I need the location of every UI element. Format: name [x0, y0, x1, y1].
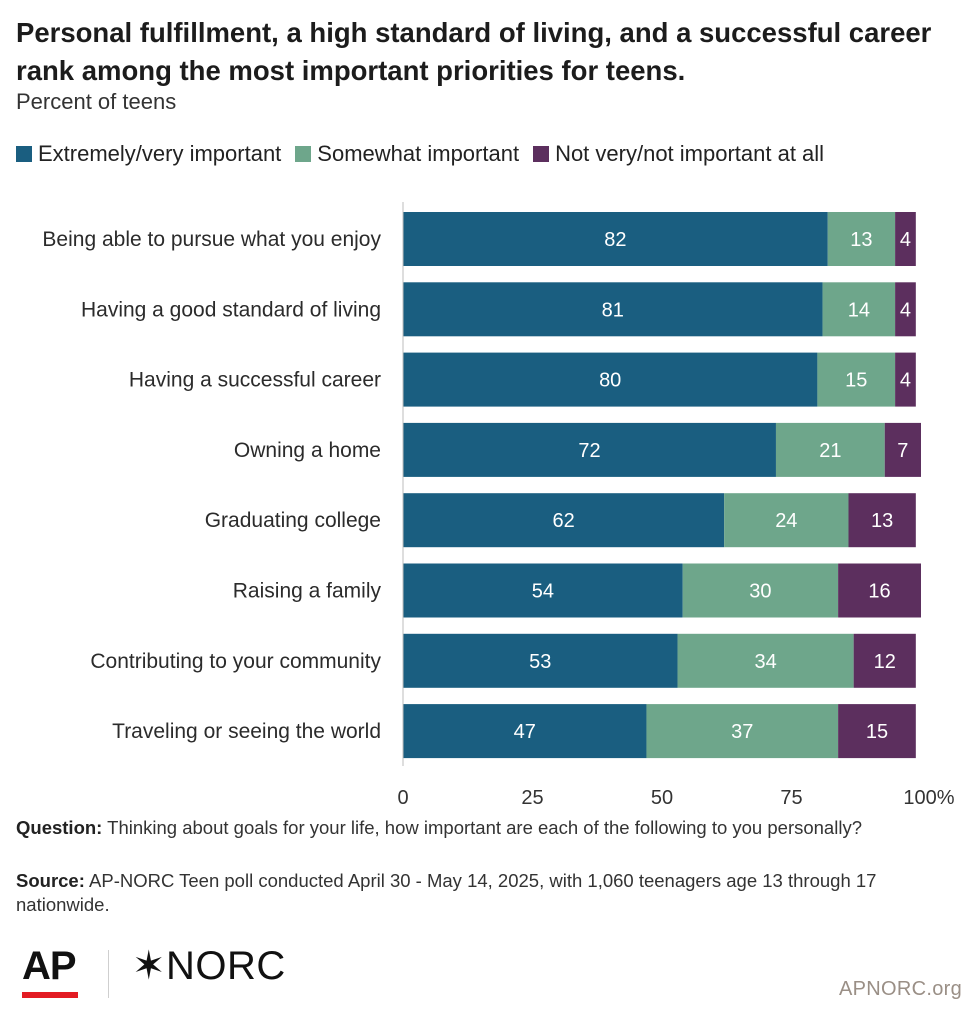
chart-subtitle: Percent of teens — [16, 89, 177, 114]
norc-logo: ✶NORC — [132, 944, 286, 988]
category-label-contributing-to-your-community: Contributing to your community — [90, 650, 381, 673]
value-label-extremely-very-important-8: 47 — [514, 721, 536, 743]
source-note: Source: AP-NORC Teen poll conducted Apri… — [16, 869, 956, 917]
bar-somewhat-important-8 — [646, 704, 839, 759]
legend-swatch-somewhat — [295, 146, 312, 162]
category-label-having-a-good-standard-of-living: Having a good standard of living — [81, 298, 381, 321]
bar-somewhat-important-4 — [775, 422, 885, 477]
value-label-not-very-not-important-at-all-3: 4 — [900, 370, 911, 392]
bar-extremely-very-important-2 — [403, 282, 823, 337]
bar-not-very-not-important-at-all-5 — [848, 493, 916, 548]
category-label-raising-a-family: Raising a family — [233, 580, 382, 603]
value-label-not-very-not-important-at-all-6: 16 — [868, 581, 890, 603]
x-tick-label-25: 25 — [521, 787, 543, 809]
bar-extremely-very-important-5 — [403, 493, 725, 548]
x-tick-label-0: 0 — [397, 787, 408, 809]
source-label: Source: — [16, 870, 85, 891]
value-label-somewhat-important-1: 13 — [850, 229, 872, 251]
logo-divider — [108, 950, 109, 998]
x-tick-label-100: 100% — [903, 787, 954, 809]
bar-somewhat-important-6 — [682, 563, 839, 618]
value-label-somewhat-important-4: 21 — [819, 440, 841, 462]
legend-label-somewhat: Somewhat important — [317, 141, 520, 166]
value-label-extremely-very-important-4: 72 — [578, 440, 600, 462]
bar-somewhat-important-3 — [817, 352, 896, 407]
value-label-somewhat-important-7: 34 — [754, 651, 776, 673]
legend-swatch-not-important — [533, 146, 550, 162]
legend-label-extremely-very: Extremely/very important — [38, 141, 282, 166]
bar-somewhat-important-1 — [827, 212, 896, 266]
category-label-owning-a-home: Owning a home — [234, 439, 381, 462]
legend-label-not-important: Not very/not important at all — [555, 141, 825, 166]
question-note: Question: Thinking about goals for your … — [16, 816, 956, 840]
value-label-somewhat-important-5: 24 — [775, 510, 797, 532]
bar-not-very-not-important-at-all-3 — [895, 352, 916, 407]
bar-extremely-very-important-8 — [403, 704, 647, 759]
bar-not-very-not-important-at-all-8 — [838, 704, 916, 759]
bar-somewhat-important-5 — [724, 493, 849, 548]
bar-extremely-very-important-7 — [403, 633, 678, 688]
chart-title: Personal fulfillment, a high standard of… — [16, 17, 932, 86]
category-label-traveling-or-seeing-the-world: Traveling or seeing the world — [112, 720, 381, 743]
ap-logo: AP — [22, 944, 77, 988]
legend-item-extremely-very: Extremely/very important — [16, 141, 281, 167]
value-label-not-very-not-important-at-all-4: 7 — [897, 440, 908, 462]
value-label-extremely-very-important-1: 82 — [604, 229, 626, 251]
site-url: APNORC.org — [838, 978, 962, 1000]
bar-not-very-not-important-at-all-4 — [884, 422, 921, 477]
question-label: Question: — [16, 817, 103, 838]
x-tick-label-50: 50 — [651, 787, 673, 809]
value-label-somewhat-important-8: 37 — [731, 721, 753, 743]
value-label-not-very-not-important-at-all-8: 15 — [866, 721, 888, 743]
value-label-extremely-very-important-6: 54 — [532, 581, 554, 603]
value-label-somewhat-important-6: 30 — [749, 581, 771, 603]
category-label-graduating-college: Graduating college — [205, 509, 381, 532]
ap-logo-underline — [22, 992, 78, 998]
bar-somewhat-important-2 — [822, 282, 896, 337]
legend-item-somewhat: Somewhat important — [295, 141, 519, 167]
value-label-extremely-very-important-2: 81 — [602, 299, 624, 321]
stacked-bar-chart: Being able to pursue what you enjoy 82 13 4… — [42, 202, 955, 809]
bar-not-very-not-important-at-all-1 — [895, 212, 916, 266]
x-tick-label-75: 75 — [780, 787, 802, 809]
bar-not-very-not-important-at-all-2 — [895, 282, 916, 337]
category-label-having-a-successful-career: Having a successful career — [129, 369, 381, 392]
bar-not-very-not-important-at-all-7 — [853, 633, 916, 688]
value-label-extremely-very-important-5: 62 — [552, 510, 574, 532]
source-text: AP-NORC Teen poll conducted April 30 - M… — [16, 870, 877, 915]
value-label-extremely-very-important-3: 80 — [599, 370, 621, 392]
bar-not-very-not-important-at-all-6 — [838, 563, 921, 618]
value-label-extremely-very-important-7: 53 — [529, 651, 551, 673]
value-label-not-very-not-important-at-all-5: 13 — [871, 510, 893, 532]
category-label-being-able-to-pursue-what-you-enjoy: Being able to pursue what you enjoy — [42, 228, 381, 251]
value-label-not-very-not-important-at-all-7: 12 — [874, 651, 896, 673]
bar-extremely-very-important-6 — [403, 563, 683, 618]
value-label-somewhat-important-2: 14 — [848, 299, 870, 321]
value-label-somewhat-important-3: 15 — [845, 370, 867, 392]
bar-somewhat-important-7 — [677, 633, 854, 688]
legend-swatch-extremely-very — [16, 146, 32, 162]
legend-item-not-important: Not very/not important at all — [533, 141, 824, 167]
value-label-not-very-not-important-at-all-2: 4 — [900, 299, 911, 321]
value-label-not-very-not-important-at-all-1: 4 — [900, 229, 911, 251]
bar-extremely-very-important-1 — [403, 212, 828, 266]
bar-extremely-very-important-3 — [403, 352, 818, 407]
bar-extremely-very-important-4 — [403, 422, 776, 477]
chart-legend: Extremely/very important Somewhat import… — [16, 140, 838, 168]
question-text: Thinking about goals for your life, how … — [107, 817, 862, 838]
